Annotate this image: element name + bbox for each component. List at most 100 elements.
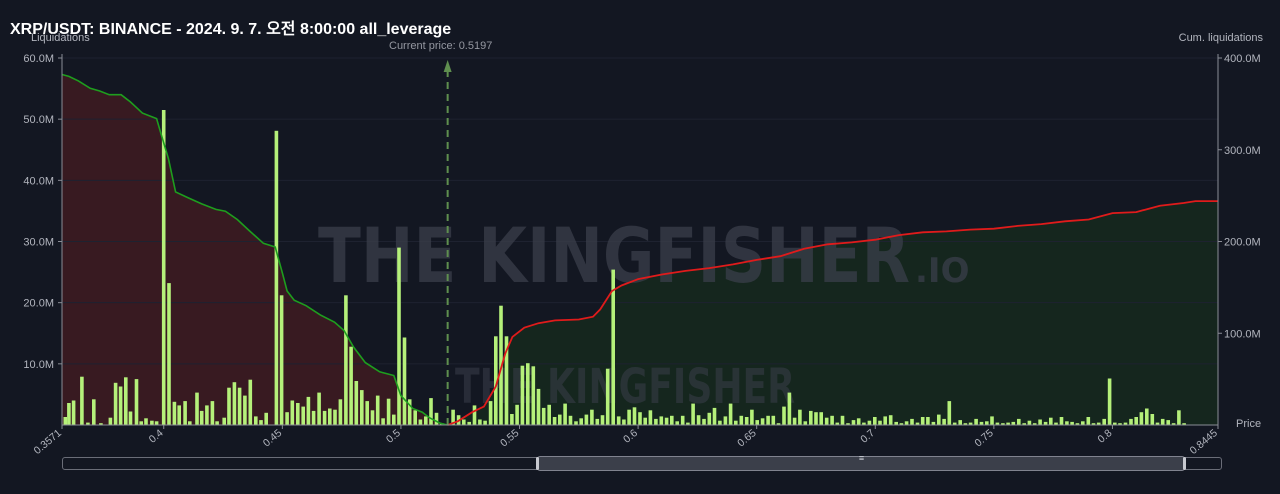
liquidation-bar	[134, 379, 139, 425]
range-scrollbar[interactable]: ≡	[62, 453, 1222, 471]
liquidation-bar	[210, 401, 215, 425]
liquidation-bar	[488, 401, 493, 425]
liquidation-bar	[979, 421, 984, 425]
liquidation-bar	[723, 416, 728, 425]
liquidation-bar	[1107, 378, 1112, 425]
liquidation-bar	[600, 415, 605, 425]
scrollbar-left-handle[interactable]	[536, 457, 539, 470]
liquidation-bar	[237, 387, 242, 425]
liquidation-bar	[958, 420, 962, 425]
x-tick-label: 0.45	[261, 427, 284, 449]
cum-lines	[61, 60, 1218, 426]
liquidation-bar	[397, 247, 401, 425]
watermark-small: THE KINGFISHER	[455, 359, 795, 415]
x-tick-label: 0.8445	[1188, 427, 1220, 457]
liquidation-bar	[1177, 410, 1181, 425]
liquidation-bar	[285, 412, 289, 425]
current-price-arrow	[443, 60, 452, 72]
liquidation-bar	[809, 410, 813, 425]
liquidation-bar	[883, 416, 887, 425]
liquidation-bar	[354, 381, 359, 425]
liquidation-bar	[478, 419, 482, 425]
liquidation-bar	[568, 415, 573, 425]
liquidation-bar	[873, 417, 877, 425]
liquidation-bar	[418, 419, 423, 425]
liquidation-bar	[290, 400, 295, 425]
liquidation-bar	[402, 337, 407, 425]
liquidation-bar	[904, 421, 909, 425]
liquidation-bar	[1038, 419, 1042, 425]
liquidation-bar	[995, 422, 1000, 425]
right-tick-label: 100.0M	[1224, 328, 1261, 340]
liquidation-bar	[1123, 422, 1128, 425]
long-cum-area	[447, 201, 1219, 425]
liquidation-bar	[1134, 417, 1138, 425]
liquidation-bar	[563, 403, 567, 425]
liquidation-bar	[814, 412, 818, 425]
liquidation-bar	[344, 295, 348, 425]
liquidation-bar	[622, 419, 626, 425]
x-tick-label: 0.8	[1095, 427, 1114, 446]
watermark-suffix: .IO	[915, 251, 969, 291]
current-price-label: Current price: 0.5197	[389, 40, 493, 52]
liquidation-bar	[139, 421, 143, 425]
liquidation-bar	[541, 407, 546, 425]
right-tick-label: 200.0M	[1224, 237, 1261, 249]
liquidation-bar	[760, 418, 765, 425]
liquidation-bar	[504, 336, 509, 425]
liquidation-bar	[942, 418, 946, 425]
liquidation-bar	[67, 403, 71, 425]
liquidation-bar	[199, 410, 204, 425]
scrollbar-right-handle[interactable]	[1183, 457, 1186, 470]
liquidation-bar	[274, 130, 279, 426]
liquidation-bar	[1145, 408, 1149, 425]
bars	[63, 110, 1186, 426]
x-tick-label: 0.5	[384, 427, 403, 446]
liquidation-bar	[851, 420, 856, 425]
liquidation-bar	[451, 409, 455, 425]
liquidation-bar	[429, 398, 433, 425]
liquidation-bar	[1054, 422, 1058, 425]
x-axis-label: Price	[1236, 418, 1262, 430]
liquidation-bar	[1150, 414, 1155, 425]
liquidation-bar	[407, 399, 412, 425]
liquidation-bar	[248, 379, 253, 425]
x-tick-label: 0.3571	[32, 427, 64, 457]
liquidation-bar	[878, 420, 882, 425]
liquidation-bar	[172, 401, 177, 425]
liquidation-bar	[99, 423, 103, 425]
left-tick-label: 60.0M	[23, 53, 54, 65]
liquidation-bar	[1166, 420, 1170, 425]
liquidation-bar	[670, 415, 674, 425]
liquidation-bar	[712, 407, 717, 425]
liquidation-bar	[638, 412, 642, 425]
liquidation-bar	[128, 411, 133, 425]
liquidation-bar	[301, 406, 305, 425]
liquidation-bar	[515, 404, 519, 425]
liquidation-bar	[526, 363, 530, 425]
short-cum-area	[62, 74, 448, 425]
grip-icon: ≡	[858, 453, 864, 463]
liquidation-bar	[888, 415, 893, 425]
liquidation-bar	[494, 336, 498, 425]
liquidation-bar	[664, 417, 669, 425]
liquidation-bar	[798, 409, 802, 425]
liquidation-bar	[739, 415, 744, 425]
liquidation-bar	[985, 421, 989, 425]
liquidation-bar	[222, 417, 226, 425]
liquidation-bar	[322, 410, 327, 425]
right-tick-label: 400.0M	[1224, 53, 1261, 65]
liquidation-bar	[659, 416, 664, 425]
liquidation-bar	[254, 416, 258, 425]
liquidation-bar	[150, 420, 154, 425]
liquidation-bar	[718, 420, 722, 425]
liquidation-bar	[1027, 420, 1032, 425]
liquidation-bar	[824, 417, 829, 425]
liquidation-bar	[1155, 422, 1160, 425]
liquidation-bar	[926, 417, 930, 425]
scrollbar-thumb[interactable]: ≡	[536, 453, 1186, 471]
liquidation-bar	[1006, 422, 1010, 425]
liquidation-bar	[787, 392, 792, 425]
liquidation-bar	[782, 406, 786, 425]
